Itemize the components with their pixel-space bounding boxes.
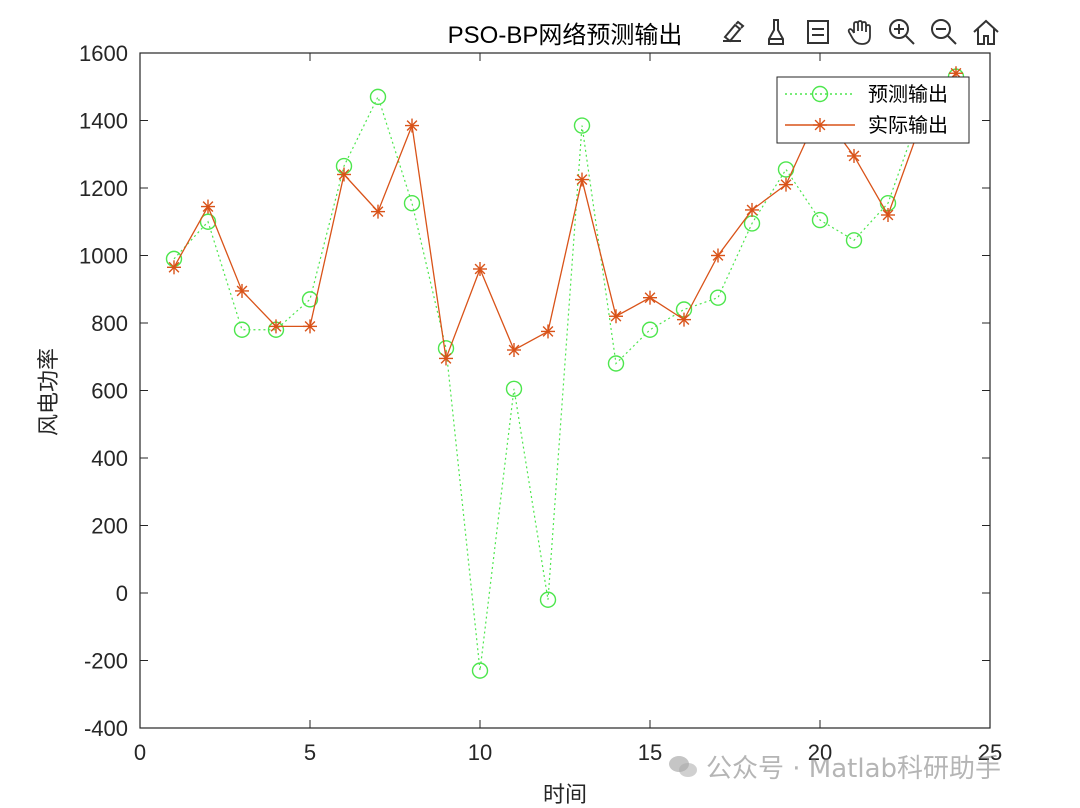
y-tick-label: -200 [84,649,128,674]
y-axis-label: 风电功率 [37,348,62,436]
point-actual [643,290,657,305]
zoom-out-icon [931,19,957,45]
data-tips-icon [807,20,829,44]
point-actual [167,260,181,275]
point-actual [269,319,283,334]
y-tick-label: 0 [116,581,128,606]
x-axis-label: 时间 [543,783,587,808]
watermark-text: 公众号 · Matlab科研助手 [706,754,1002,784]
point-actual [235,283,249,298]
data-tips-button[interactable] [800,14,836,50]
y-tick-label: 1600 [79,41,128,66]
pan-hand-icon [847,20,871,45]
watermark: 公众号 · Matlab科研助手 [668,748,1001,785]
brush-icon [768,19,784,45]
series-layer [165,66,965,679]
point-actual [745,202,759,217]
point-predicted [369,88,387,106]
x-tick-label: 25 [978,740,1002,765]
point-actual [881,208,895,222]
point-predicted [845,232,863,249]
point-predicted [471,662,489,679]
point-predicted [607,355,625,372]
point-actual [303,319,317,334]
plot-area[interactable] [139,52,991,729]
point-actual [779,177,793,192]
x-tick-label: 10 [468,740,492,765]
zoom-in-button[interactable] [884,14,920,50]
point-predicted [505,380,523,398]
legend-marker-actual [813,118,827,132]
point-actual [201,199,215,214]
point-predicted [573,117,591,134]
y-tick-label: 1400 [79,109,128,134]
point-actual [507,343,521,357]
point-predicted [811,211,829,229]
wechat-icon [669,755,697,777]
point-actual [609,309,623,324]
legend-box [776,76,970,144]
point-actual [371,204,385,219]
legend-marker-predicted [811,85,829,103]
zoom-out-button[interactable] [926,14,962,50]
y-tick-label: 1000 [79,244,128,269]
brush-edit-button[interactable] [716,14,752,50]
x-tick-label: 15 [638,740,662,765]
point-predicted [233,321,251,338]
point-actual [439,351,453,366]
axis-ticks: 0 5 10 15 20 25 -400 -200 0 200 400 600 800 1000 1200 1… [79,41,1002,765]
point-actual [405,118,419,133]
x-tick-label: 20 [808,740,832,765]
brush-edit-icon [723,20,745,43]
chart-title: PSO-BP网络预测输出 [448,22,683,49]
legend-star-marker [813,118,827,132]
y-tick-label: 600 [91,379,128,404]
point-actual [337,167,351,182]
zoom-in-icon [889,19,915,45]
point-predicted [301,291,319,308]
legend[interactable]: 预测输出 实际输出 [776,76,970,144]
figure-toolbar [716,14,1004,50]
point-predicted [199,213,217,230]
point-actual [847,148,861,163]
x-tick-label: 5 [304,740,316,765]
point-actual [541,324,555,339]
point-predicted [709,289,727,306]
brush-button[interactable] [758,14,794,50]
x-tick-label: 0 [134,740,146,765]
pan-button[interactable] [842,14,878,50]
y-tick-label: 1200 [79,176,128,201]
point-actual [473,262,487,276]
legend-label-actual: 实际输出 [868,113,948,137]
point-predicted [403,194,421,212]
point-predicted [539,591,557,608]
point-actual [575,172,589,187]
legend-label-predicted: 预测输出 [868,82,948,106]
home-button[interactable] [968,14,1004,50]
y-tick-label: 400 [91,446,128,471]
point-predicted [641,321,659,338]
point-actual [711,248,725,263]
y-tick-label: -400 [84,716,128,741]
y-tick-label: 800 [91,311,128,336]
point-actual [677,312,691,327]
y-tick-label: 200 [91,514,128,539]
home-restore-icon [973,19,999,45]
